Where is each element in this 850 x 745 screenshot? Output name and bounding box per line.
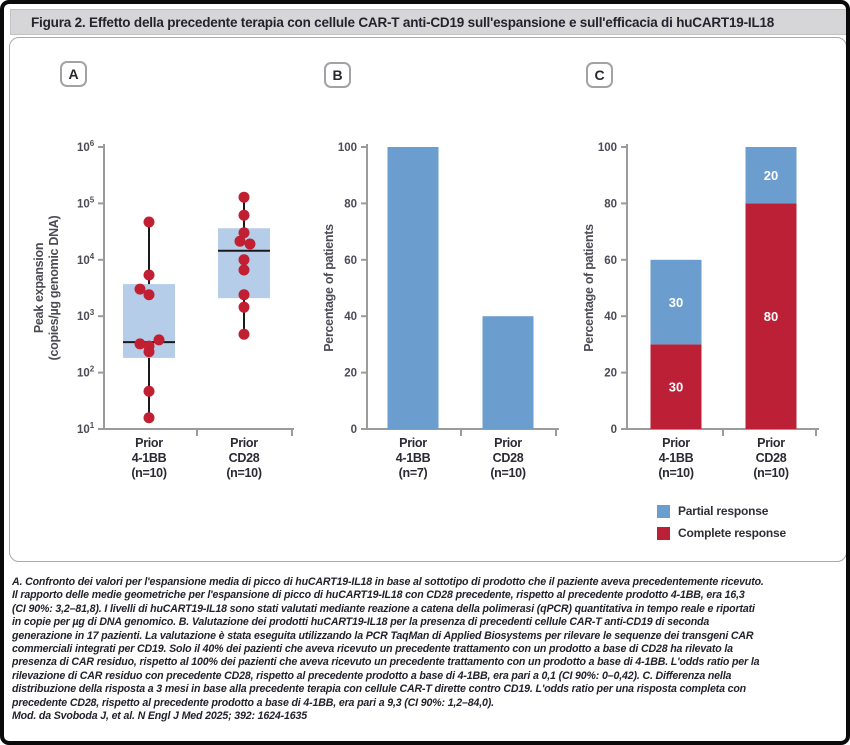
svg-text:100: 100 — [598, 142, 617, 154]
svg-text:CD28: CD28 — [493, 451, 524, 465]
svg-text:40: 40 — [604, 311, 617, 323]
svg-text:30: 30 — [669, 295, 683, 310]
svg-text:Prior: Prior — [399, 436, 427, 450]
svg-text:100: 100 — [338, 142, 357, 154]
legend-label: Complete response — [678, 526, 786, 540]
legend-item-complete-response: Complete response — [657, 522, 786, 544]
legend-item-partial-response: Partial response — [657, 500, 786, 522]
svg-text:20: 20 — [604, 368, 617, 380]
caption-line: Il rapporto delle medie geometriche per … — [12, 589, 745, 602]
caption-line: in copie per µg di DNA genomico. B. Valu… — [12, 616, 710, 629]
svg-text:(n=7): (n=7) — [399, 466, 428, 480]
svg-text:101: 101 — [77, 421, 95, 436]
svg-text:4-1BB: 4-1BB — [659, 451, 694, 465]
svg-text:Prior: Prior — [662, 436, 690, 450]
caption-line: A. Confronto dei valori per l'espansione… — [12, 576, 764, 588]
panel-c-label: C — [586, 62, 613, 88]
caption-line: rilevazione di CAR residuo con precedent… — [12, 669, 732, 682]
caption-line: precedente CD28, rispetto al precedente … — [12, 696, 494, 709]
svg-text:(copies/µg genomic DNA): (copies/µg genomic DNA) — [47, 215, 61, 360]
svg-text:Prior: Prior — [230, 436, 258, 450]
svg-text:CD28: CD28 — [229, 451, 260, 465]
svg-text:CD28: CD28 — [756, 451, 787, 465]
svg-text:60: 60 — [344, 255, 357, 267]
svg-text:105: 105 — [77, 195, 95, 210]
svg-text:Peak expansion: Peak expansion — [32, 243, 46, 333]
svg-text:30: 30 — [669, 380, 683, 395]
legend-label: Partial response — [678, 504, 769, 518]
svg-text:20: 20 — [764, 168, 778, 183]
svg-text:80: 80 — [604, 198, 617, 210]
svg-text:(n=10): (n=10) — [131, 466, 167, 480]
svg-text:0: 0 — [611, 424, 617, 436]
figure-caption: A. Confronto dei valori per l'espansione… — [12, 576, 846, 723]
caption-line: generazione in 17 pazienti. La valutazio… — [12, 629, 754, 642]
figure-title-bar: Figura 2. Effetto della precedente terap… — [10, 9, 846, 35]
svg-text:80: 80 — [764, 309, 778, 324]
svg-text:102: 102 — [77, 365, 95, 380]
svg-text:40: 40 — [344, 311, 357, 323]
svg-text:60: 60 — [604, 255, 617, 267]
caption-line: distribuzione della risposta a 3 mesi in… — [12, 683, 746, 696]
svg-text:103: 103 — [77, 308, 95, 323]
caption-line: (CI 90%: 3,2–81,8). I livelli di huCART1… — [12, 602, 755, 615]
svg-text:80: 80 — [344, 198, 357, 210]
svg-text:4-1BB: 4-1BB — [396, 451, 431, 465]
svg-text:0: 0 — [351, 424, 357, 436]
partial-response-swatch-icon — [657, 504, 670, 518]
svg-text:Percentage of patients: Percentage of patients — [582, 224, 596, 352]
figure-title: Figura 2. Effetto della precedente terap… — [31, 14, 775, 30]
complete-response-swatch-icon — [657, 526, 670, 540]
panel-b-label: B — [324, 62, 351, 88]
svg-text:106: 106 — [77, 139, 95, 154]
figure-source: Mod. da Svoboda J, et al. N Engl J Med 2… — [12, 710, 307, 723]
panel-c-stacked-bar-chart: 0 20 40 60 80 100 Percentage of patients 30 30 80… — [579, 59, 846, 504]
panel-b-bar-chart: 0 20 40 60 80 100 Percentage of patients Prior 4… — [319, 59, 569, 504]
svg-text:Prior: Prior — [757, 436, 785, 450]
panel-a-label: A — [60, 61, 87, 87]
legend: Partial response Complete response — [657, 500, 786, 544]
panel-a-boxplot-chart: 106 105 104 103 102 101 Peak expansion (copies/… — [29, 59, 314, 504]
svg-text:Prior: Prior — [135, 436, 163, 450]
svg-text:(n=10): (n=10) — [490, 466, 526, 480]
caption-line: presenza di CAR residuo, rispetto al 100… — [12, 656, 760, 669]
svg-text:(n=10): (n=10) — [226, 466, 262, 480]
svg-text:20: 20 — [344, 368, 357, 380]
svg-text:(n=10): (n=10) — [753, 466, 789, 480]
svg-text:4-1BB: 4-1BB — [132, 451, 167, 465]
svg-text:Percentage of patients: Percentage of patients — [322, 224, 336, 352]
svg-text:Prior: Prior — [494, 436, 522, 450]
svg-text:104: 104 — [77, 252, 95, 267]
caption-line: commerciali integrati per CD19. Solo il … — [12, 643, 733, 656]
svg-text:(n=10): (n=10) — [658, 466, 694, 480]
